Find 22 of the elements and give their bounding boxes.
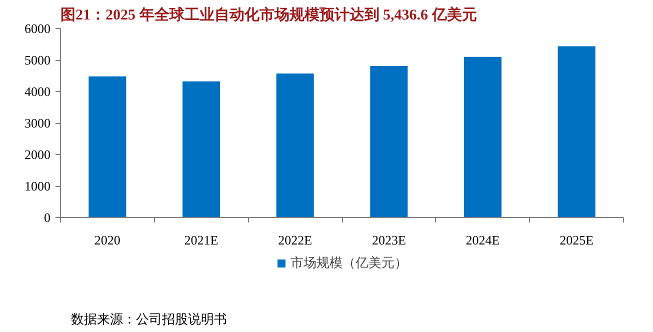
y-tick-label: 3000 bbox=[24, 116, 50, 130]
bar bbox=[182, 81, 220, 218]
bar bbox=[370, 66, 408, 218]
chart-title: 图21：2025 年全球工业自动化市场规模预计达到 5,436.6 亿美元 bbox=[60, 6, 477, 24]
x-tick-label: 2023E bbox=[372, 232, 406, 248]
x-tick-label: 2020 bbox=[94, 232, 120, 248]
bar bbox=[276, 74, 314, 218]
bar bbox=[464, 56, 502, 218]
x-tick-label: 2022E bbox=[278, 232, 312, 248]
bar bbox=[558, 46, 596, 218]
legend-label: 市场规模（亿美元） bbox=[290, 254, 408, 272]
bar bbox=[88, 76, 126, 218]
y-tick-label: 2000 bbox=[24, 147, 50, 162]
y-tick-label: 5000 bbox=[24, 52, 50, 68]
source-note: 数据来源：公司招股说明书 bbox=[70, 312, 227, 326]
y-tick-label: 4000 bbox=[24, 84, 50, 99]
y-tick-label: 6000 bbox=[24, 21, 50, 36]
y-tick-label: 0 bbox=[44, 210, 50, 225]
y-tick-label: 1000 bbox=[24, 178, 50, 194]
x-tick-label: 2024E bbox=[466, 232, 500, 248]
x-tick-label: 2021E bbox=[184, 232, 218, 248]
x-tick-label: 2025E bbox=[560, 232, 594, 248]
